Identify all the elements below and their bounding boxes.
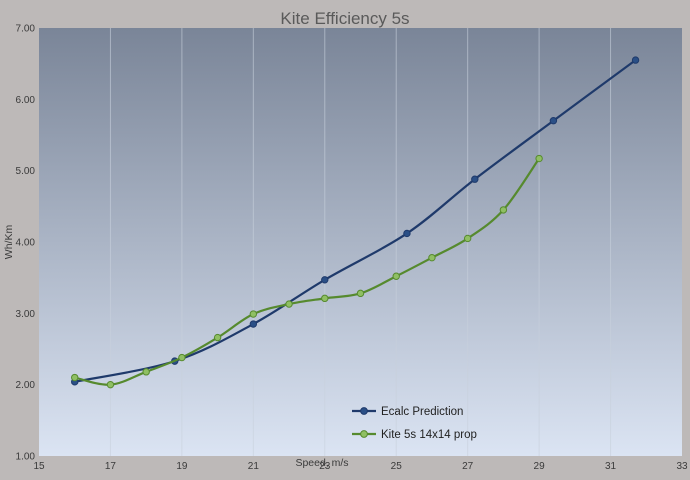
x-tick-label: 27 [462, 461, 474, 472]
data-point [178, 353, 186, 362]
data-point [356, 289, 365, 298]
data-point [499, 206, 508, 214]
x-tick-label: 23 [319, 461, 331, 472]
series-layer [71, 56, 640, 389]
legend-label-kite: Kite 5s 14x14 prop [381, 429, 477, 441]
data-point [535, 154, 543, 163]
data-point [249, 320, 258, 328]
y-tick-label: 5.00 [16, 166, 36, 177]
legend-marker-kite [360, 430, 368, 438]
x-tick-label: 33 [676, 461, 688, 472]
tick-labels: 15 17 19 21 23 25 27 29 31 33 1.00 2.00 3.00 4.00 5.00… [16, 24, 688, 473]
data-point [71, 373, 79, 382]
x-axis-label: Speed, m/s [295, 457, 348, 469]
legend: Ecalc Prediction Kite 5s 14x14 prop [352, 406, 477, 441]
data-point [403, 229, 411, 238]
data-point [428, 253, 436, 262]
x-tick-label: 15 [33, 461, 45, 472]
chart-title: Kite Efficiency 5s [280, 9, 409, 28]
legend-marker-ecalc [360, 407, 368, 415]
x-tick-label: 19 [176, 461, 188, 472]
y-axis-label: Wh/Km [3, 225, 15, 260]
data-point [249, 310, 258, 318]
data-point [106, 380, 115, 389]
x-tick-label: 25 [391, 461, 403, 472]
y-tick-label: 6.00 [16, 95, 36, 106]
plot-area [39, 28, 682, 456]
data-point [321, 294, 329, 303]
data-point [463, 234, 472, 243]
data-point [549, 117, 558, 125]
y-tick-label: 7.00 [16, 24, 36, 35]
y-tick-label: 1.00 [16, 452, 36, 463]
y-tick-label: 4.00 [16, 238, 36, 249]
data-point [471, 175, 479, 183]
data-point [321, 276, 329, 284]
x-tick-label: 29 [534, 461, 546, 472]
y-tick-label: 2.00 [16, 380, 36, 391]
legend-label-ecalc: Ecalc Prediction [381, 406, 463, 418]
data-point [285, 300, 293, 308]
data-point [142, 368, 150, 376]
x-tick-label: 31 [605, 461, 617, 472]
y-tick-label: 3.00 [16, 309, 36, 320]
x-tick-label: 17 [105, 461, 117, 472]
data-point [392, 272, 400, 280]
data-point [631, 56, 640, 64]
x-tick-label: 21 [248, 461, 260, 472]
data-point [213, 333, 222, 342]
